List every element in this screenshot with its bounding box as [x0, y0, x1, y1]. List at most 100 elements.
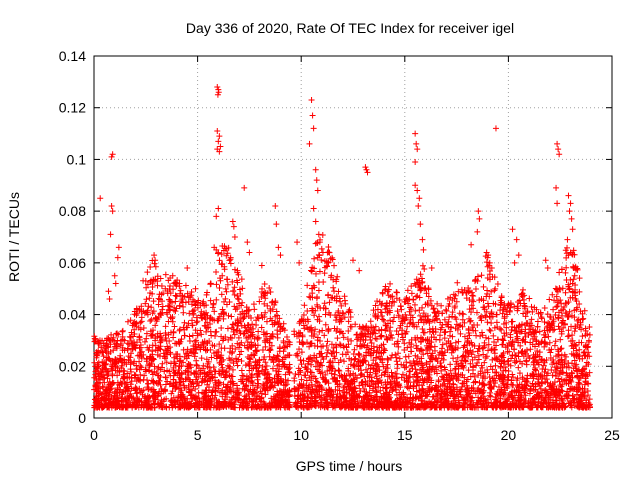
data-point [262, 295, 269, 302]
x-axis-ticks: 0 5 10 15 20 25 [90, 56, 620, 443]
data-point [222, 295, 229, 302]
x-tick-label: 5 [194, 427, 202, 443]
data-point [539, 338, 546, 345]
data-point [238, 358, 245, 365]
data-point [259, 346, 266, 353]
data-point [179, 299, 186, 306]
data-point [341, 297, 348, 304]
data-point [142, 366, 149, 373]
data-point [146, 295, 153, 302]
data-point [211, 342, 218, 349]
data-point [384, 355, 391, 362]
data-point [565, 332, 572, 339]
data-point [389, 298, 396, 305]
data-point [423, 290, 430, 297]
data-point [398, 306, 405, 313]
data-point [553, 304, 560, 311]
y-tick-label: 0.02 [59, 358, 86, 374]
data-point [374, 348, 381, 355]
data-point [143, 330, 150, 337]
data-point [209, 304, 216, 311]
data-point [558, 320, 565, 327]
data-point [324, 349, 331, 356]
data-point [586, 331, 593, 338]
data-point [336, 387, 343, 394]
data-point [191, 353, 198, 360]
data-point [228, 313, 235, 320]
data-point [525, 332, 532, 339]
data-point [264, 302, 271, 309]
data-point [354, 342, 361, 349]
data-point [181, 332, 188, 339]
data-point [313, 378, 320, 385]
data-point [301, 302, 308, 309]
data-point [492, 362, 499, 369]
data-point [475, 352, 482, 359]
y-tick-label: 0.14 [59, 48, 86, 64]
data-point [443, 308, 450, 315]
data-point [298, 376, 305, 383]
data-point [124, 318, 131, 325]
data-point [221, 298, 228, 305]
data-point [434, 370, 441, 377]
data-point [418, 355, 425, 362]
data-point [276, 345, 283, 352]
data-point [274, 334, 281, 341]
data-point [396, 355, 403, 362]
data-point [266, 353, 273, 360]
grid-lines [94, 56, 612, 418]
data-point [476, 379, 483, 386]
data-point [213, 296, 220, 303]
data-point [131, 330, 138, 337]
data-point [205, 324, 212, 331]
data-point [372, 323, 379, 330]
data-point [554, 346, 561, 353]
data-point [198, 355, 205, 362]
data-point [313, 240, 320, 247]
data-point [261, 300, 268, 307]
data-point [319, 369, 326, 376]
data-point [213, 281, 220, 288]
data-point [399, 371, 406, 378]
data-point [251, 306, 258, 313]
data-point [253, 396, 260, 403]
data-point [412, 307, 419, 314]
data-point [186, 338, 193, 345]
data-point [238, 348, 245, 355]
data-point [210, 364, 217, 371]
data-point [311, 255, 318, 262]
y-tick-label: 0.04 [59, 307, 86, 323]
data-point [480, 283, 487, 290]
data-point [324, 338, 331, 345]
data-point [361, 373, 368, 380]
data-point [254, 335, 261, 342]
data-point [556, 269, 563, 276]
data-point [480, 351, 487, 358]
data-point [445, 303, 452, 310]
data-point [481, 359, 488, 366]
data-point [184, 290, 191, 297]
data-point [562, 269, 569, 276]
data-point [482, 312, 489, 319]
data-point [567, 294, 574, 301]
data-point [116, 368, 123, 375]
data-point [378, 379, 385, 386]
data-point [231, 266, 238, 273]
data-point [315, 279, 322, 286]
data-point [359, 378, 366, 385]
data-point [238, 276, 245, 283]
y-tick-label: 0.12 [59, 100, 86, 116]
data-point [484, 287, 491, 294]
data-point [560, 324, 567, 331]
data-point [269, 365, 276, 372]
data-point [365, 361, 372, 368]
data-point [370, 357, 377, 364]
data-point [393, 358, 400, 365]
data-point [563, 310, 570, 317]
chart-title: Day 336 of 2020, Rate Of TEC Index for r… [186, 20, 514, 36]
data-point [455, 322, 462, 329]
data-point [570, 247, 577, 254]
data-point [441, 335, 448, 342]
data-point [573, 298, 580, 305]
data-point [361, 388, 368, 395]
